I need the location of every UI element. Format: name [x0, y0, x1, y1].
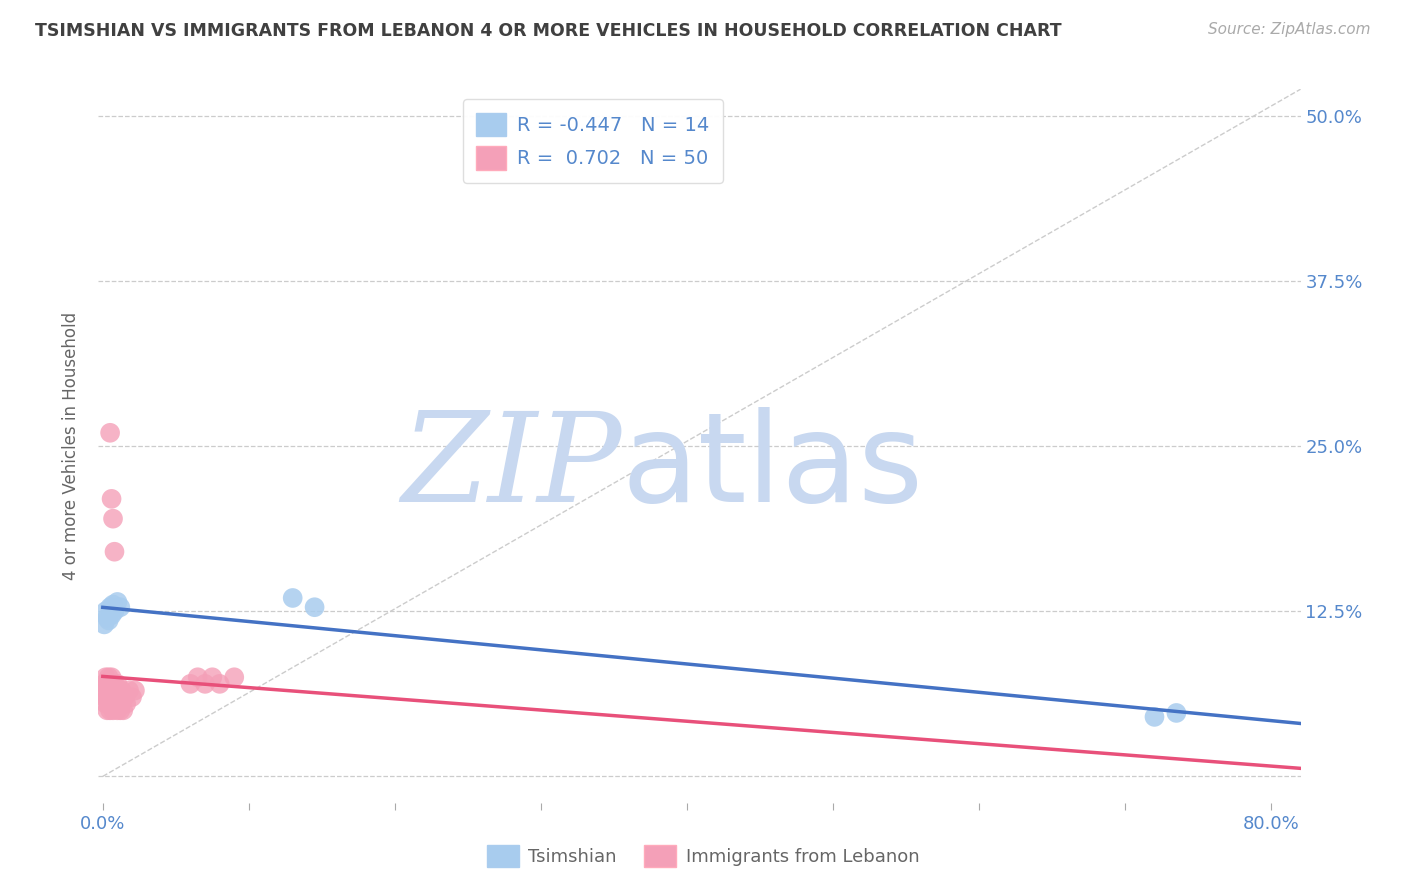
Point: [100, 491, 122, 506]
Point: [101, 703, 124, 717]
Point: [96, 611, 118, 625]
Point: [1166, 706, 1188, 720]
Point: [94, 697, 117, 711]
Point: [281, 591, 304, 605]
Point: [97, 614, 120, 628]
Point: [98, 425, 121, 440]
Point: [107, 677, 129, 691]
Point: [97, 697, 120, 711]
Point: [93, 690, 115, 704]
Point: [179, 677, 201, 691]
Point: [111, 683, 134, 698]
Point: [107, 703, 129, 717]
Point: [101, 677, 124, 691]
Point: [110, 690, 132, 704]
Point: [110, 703, 132, 717]
Point: [100, 608, 122, 623]
Point: [108, 697, 131, 711]
Point: [201, 670, 224, 684]
Point: [103, 697, 125, 711]
Point: [103, 545, 125, 559]
Point: [118, 683, 141, 698]
Point: [101, 690, 124, 704]
Y-axis label: 4 or more Vehicles in Household: 4 or more Vehicles in Household: [62, 312, 80, 580]
Point: [187, 670, 209, 684]
Text: atlas: atlas: [621, 407, 924, 528]
Point: [97, 670, 120, 684]
Point: [94, 670, 117, 684]
Text: Source: ZipAtlas.com: Source: ZipAtlas.com: [1208, 22, 1371, 37]
Point: [208, 677, 231, 691]
Point: [112, 703, 135, 717]
Point: [96, 690, 118, 704]
Point: [107, 690, 129, 704]
Point: [104, 697, 127, 711]
Point: [94, 683, 117, 698]
Text: ZIP: ZIP: [401, 407, 621, 528]
Point: [94, 604, 117, 618]
Point: [101, 511, 124, 525]
Point: [98, 677, 121, 691]
Point: [98, 600, 121, 615]
Point: [224, 670, 246, 684]
Point: [124, 683, 146, 698]
Legend: Tsimshian, Immigrants from Lebanon: Tsimshian, Immigrants from Lebanon: [479, 838, 927, 874]
Point: [104, 683, 127, 698]
Point: [93, 677, 115, 691]
Legend: R = -0.447   N = 14, R =  0.702   N = 50: R = -0.447 N = 14, R = 0.702 N = 50: [463, 99, 723, 184]
Point: [111, 697, 134, 711]
Point: [103, 604, 125, 618]
Point: [97, 683, 120, 698]
Point: [114, 690, 136, 704]
Point: [96, 703, 118, 717]
Point: [103, 677, 125, 691]
Point: [100, 697, 122, 711]
Point: [107, 595, 129, 609]
Point: [108, 683, 131, 698]
Point: [101, 598, 124, 612]
Point: [98, 690, 121, 704]
Point: [96, 677, 118, 691]
Point: [121, 690, 143, 704]
Point: [100, 683, 122, 698]
Point: [115, 697, 138, 711]
Point: [304, 600, 326, 615]
Point: [194, 677, 217, 691]
Point: [110, 600, 132, 615]
Point: [1143, 710, 1166, 724]
Point: [93, 617, 115, 632]
Point: [100, 670, 122, 684]
Text: TSIMSHIAN VS IMMIGRANTS FROM LEBANON 4 OR MORE VEHICLES IN HOUSEHOLD CORRELATION: TSIMSHIAN VS IMMIGRANTS FROM LEBANON 4 O…: [35, 22, 1062, 40]
Point: [98, 703, 121, 717]
Point: [103, 690, 125, 704]
